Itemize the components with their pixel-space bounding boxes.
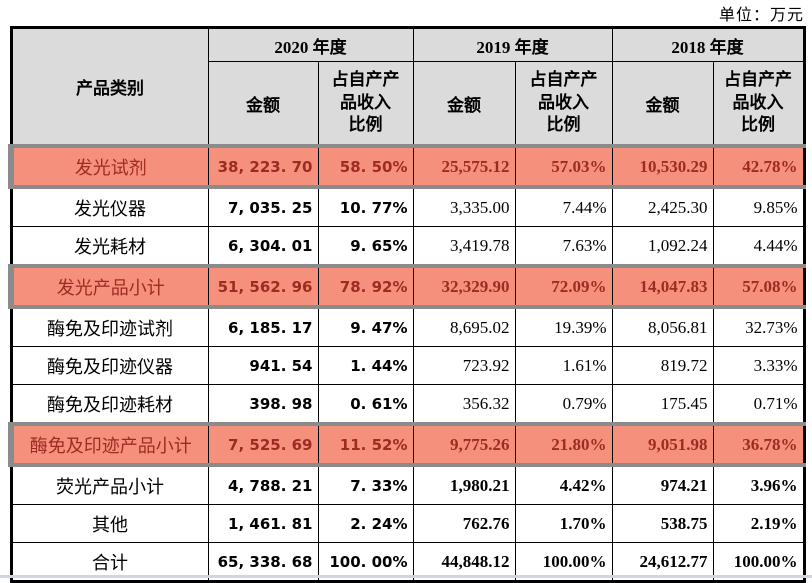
header-year-row: 产品类别 2020 年度 2019 年度 2018 年度 [10,27,805,147]
amount-2020-cell: 7, 035. 25 [207,186,319,227]
ratio-2020-cell: 58. 50% [317,144,414,189]
ratio-2018-cell: 0.71% [712,384,805,425]
category-cell: 发光试剂 [8,144,209,189]
ratio-2019-cell: 19.39% [514,306,613,347]
table-row: 发光仪器 7, 035. 25 10. 77% 3,335.00 7.44% 2,425.… [10,186,805,227]
table-row: 酶免及印迹产品小计 7, 525. 69 11. 52% 9,775.26 21.80%… [8,422,805,467]
header-category: 产品类别 [10,27,209,147]
amount-2019-cell: 3,335.00 [412,186,516,227]
amount-2020-cell: 7, 525. 69 [207,422,319,467]
table-row: 酶免及印迹试剂 6, 185. 17 9. 47% 8,695.02 19.39% 8,0… [10,306,805,347]
header-year-2018: 2018 年度 [611,27,805,62]
ratio-2019-cell: 57.03% [514,144,613,189]
amount-2019-cell: 1,980.21 [412,464,516,505]
ratio-2018-cell: 36.78% [712,422,805,467]
ratio-2018-cell: 57.08% [712,264,805,309]
ratio-2020-cell: 78. 92% [317,264,414,309]
amount-2020-cell: 941. 54 [207,346,319,385]
ratio-2018-cell: 4.44% [712,226,805,267]
category-cell: 酶免及印迹仪器 [10,346,209,385]
amount-2018-cell: 974.21 [611,464,714,505]
amount-2018-cell: 175.45 [611,384,714,425]
amount-2018-cell: 1,092.24 [611,226,714,267]
ratio-2020-cell: 10. 77% [317,186,414,227]
ratio-2019-cell: 4.42% [514,464,613,505]
category-cell: 发光耗材 [10,226,209,267]
amount-2019-cell: 32,329.90 [412,264,516,309]
ratio-2019-cell: 1.70% [514,504,613,543]
amount-2020-cell: 6, 185. 17 [207,306,319,347]
ratio-2020-cell: 7. 33% [317,464,414,505]
unit-label: 单位：万元 [718,7,804,24]
header-year-2019: 2019 年度 [412,27,613,62]
amount-2018-cell: 819.72 [611,346,714,385]
table-row: 酶免及印迹耗材 398. 98 0. 61% 356.32 0.79% 175.45 0.7… [10,384,805,425]
ratio-2019-cell: 72.09% [514,264,613,309]
amount-2020-cell: 1, 461. 81 [207,504,319,543]
header-ratio-2020: 占自产产 品收入 比例 [317,61,414,147]
ratio-2018-cell: 2.19% [712,504,805,543]
amount-2020-cell: 6, 304. 01 [207,226,319,267]
ratio-2019-cell: 21.80% [514,422,613,467]
ratio-2019-cell: 7.44% [514,186,613,227]
category-cell: 酶免及印迹产品小计 [8,422,209,467]
ratio-2019-cell: 7.63% [514,226,613,267]
ratio-2018-cell: 42.78% [712,144,805,189]
ratio-2020-cell: 0. 61% [317,384,414,425]
ratio-2018-cell: 3.33% [712,346,805,385]
table-row: 其他 1, 461. 81 2. 24% 762.76 1.70% 538.75 2.19% [10,504,805,543]
amount-2019-cell: 9,775.26 [412,422,516,467]
amount-2019-cell: 25,575.12 [412,144,516,189]
header-ratio-2018: 占自产产 品收入 比例 [712,61,805,147]
amount-2019-cell: 723.92 [412,346,516,385]
category-cell: 荧光产品小计 [10,464,209,505]
ratio-2020-cell: 9. 47% [317,306,414,347]
amount-2020-cell: 51, 562. 96 [207,264,319,309]
ratio-2019-cell: 0.79% [514,384,613,425]
ratio-2018-cell: 9.85% [712,186,805,227]
amount-2018-cell: 8,056.81 [611,306,714,347]
table-row: 酶免及印迹仪器 941. 54 1. 44% 723.92 1.61% 819.72 3.3… [10,346,805,385]
ratio-2020-cell: 9. 65% [317,226,414,267]
amount-2019-cell: 3,419.78 [412,226,516,267]
ratio-2020-cell: 2. 24% [317,504,414,543]
header-amount-2018: 金额 [611,61,714,147]
amount-2020-cell: 398. 98 [207,384,319,425]
category-cell: 发光产品小计 [8,264,209,309]
amount-2018-cell: 9,051.98 [611,422,714,467]
ratio-2020-cell: 11. 52% [317,422,414,467]
amount-2019-cell: 8,695.02 [412,306,516,347]
category-cell: 发光仪器 [10,186,209,227]
table-row: 荧光产品小计 4, 788. 21 7. 33% 1,980.21 4.42% 974.2… [10,464,805,505]
header-amount-2020: 金额 [207,61,319,147]
table-row: 发光耗材 6, 304. 01 9. 65% 3,419.78 7.63% 1,092.2… [10,226,805,267]
amount-2018-cell: 2,425.30 [611,186,714,227]
table-row: 发光产品小计 51, 562. 96 78. 92% 32,329.90 72.09% 1… [8,264,805,309]
ratio-2018-cell: 3.96% [712,464,805,505]
page-bottom-edge [0,575,812,578]
header-ratio-2019: 占自产产 品收入 比例 [514,61,613,147]
amount-2018-cell: 538.75 [611,504,714,543]
ratio-2019-cell: 1.61% [514,346,613,385]
header-amount-2019: 金额 [412,61,516,147]
amount-2018-cell: 10,530.29 [611,144,714,189]
ratio-2020-cell: 1. 44% [317,346,414,385]
amount-2020-cell: 4, 788. 21 [207,464,319,505]
category-cell: 其他 [10,504,209,543]
category-cell: 酶免及印迹试剂 [10,306,209,347]
amount-2020-cell: 38, 223. 70 [207,144,319,189]
category-cell: 酶免及印迹耗材 [10,384,209,425]
ratio-2018-cell: 32.73% [712,306,805,347]
header-year-2020: 2020 年度 [207,27,414,62]
amount-2019-cell: 762.76 [412,504,516,543]
product-revenue-table: 产品类别 2020 年度 2019 年度 2018 年度 金额 占自产产 品收入… [8,26,806,583]
amount-2018-cell: 14,047.83 [611,264,714,309]
amount-2019-cell: 356.32 [412,384,516,425]
table-row: 发光试剂 38, 223. 70 58. 50% 25,575.12 57.03% 10,… [8,144,805,189]
header-sub-row: 金额 占自产产 品收入 比例 金额 占自产产 品收入 比例 金额 占自产产 品收… [11,61,805,147]
